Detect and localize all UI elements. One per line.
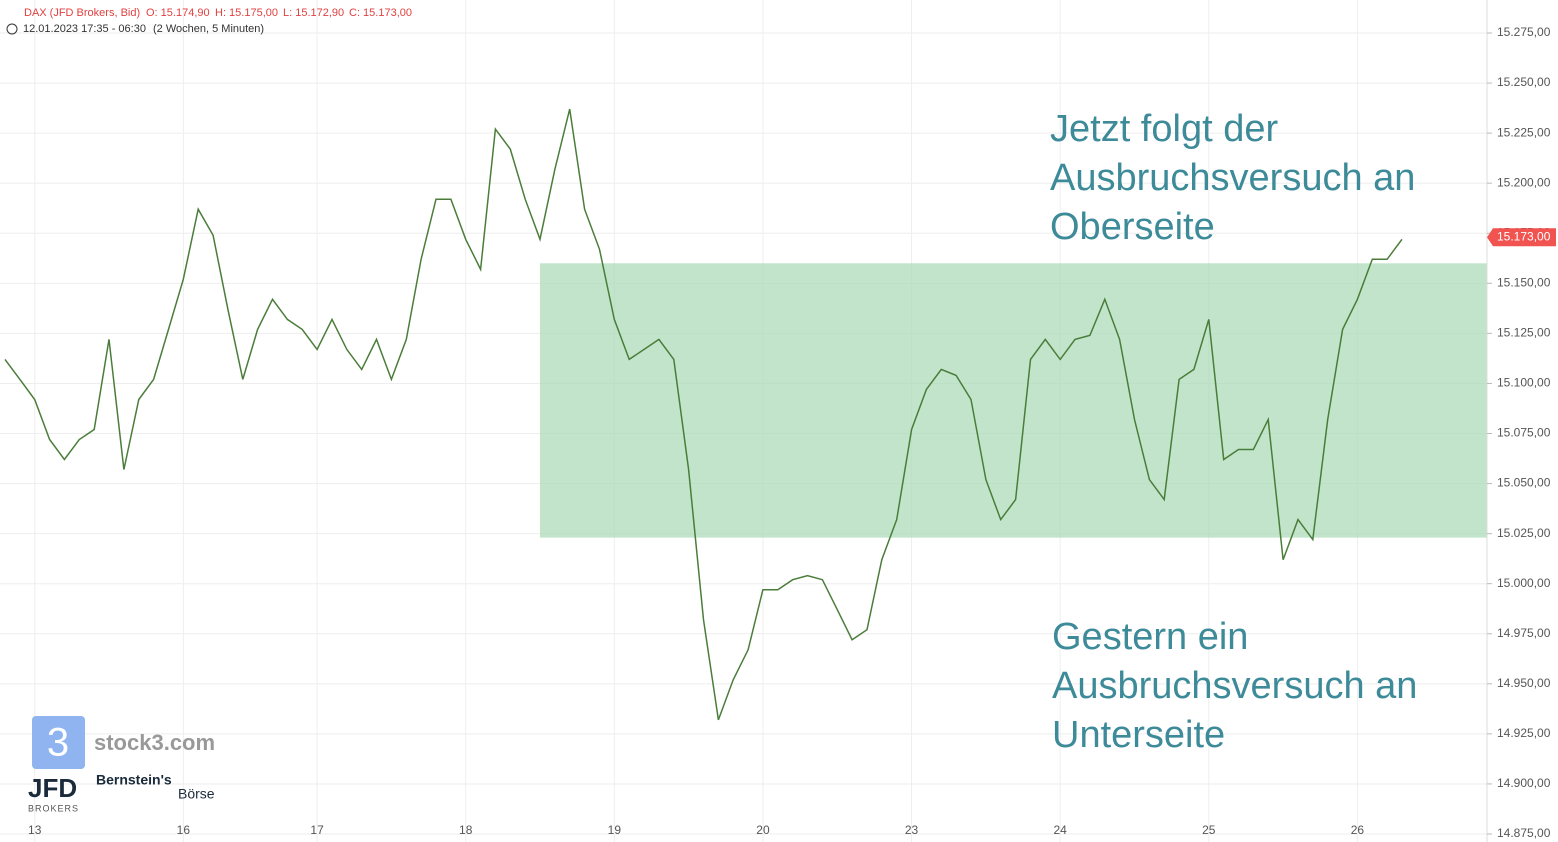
symbol: DAX (JFD Brokers, Bid)	[24, 7, 140, 19]
range: 12.01.2023 17:35 - 06:30	[23, 23, 146, 35]
price-line	[4, 108, 1403, 721]
last-price-label: 15.173,00	[1497, 229, 1551, 243]
x-tick-label: 25	[1202, 823, 1216, 837]
y-tick-label: 15.250,00	[1497, 75, 1551, 89]
stock3-logo: stock3.com	[94, 730, 215, 755]
period: (2 Wochen, 5 Minuten)	[153, 23, 264, 35]
y-tick-label: 15.150,00	[1497, 275, 1551, 289]
annotation: Oberseite	[1050, 206, 1215, 248]
annotation: Unterseite	[1052, 714, 1225, 756]
y-tick-label: 15.100,00	[1497, 376, 1551, 390]
x-tick-label: 13	[28, 823, 42, 837]
annotation: Ausbruchsversuch an	[1052, 665, 1417, 707]
low: L: 15.172,90	[283, 7, 344, 19]
logos: 3 stock3.com JFD BROKERS Bernstein's Bör…	[28, 716, 215, 813]
x-tick-label: 20	[756, 823, 770, 837]
stock3-icon	[32, 716, 85, 769]
clock-icon	[6, 23, 18, 35]
close: C: 15.173,00	[349, 7, 412, 19]
x-tick-label: 16	[177, 823, 191, 837]
y-tick-label: 15.050,00	[1497, 476, 1551, 490]
open: O: 15.174,90	[146, 7, 210, 19]
annotation: Gestern ein	[1052, 616, 1248, 658]
y-tick-label: 14.875,00	[1497, 826, 1551, 840]
zone	[540, 263, 1487, 538]
boerse-logo: Börse	[178, 786, 215, 802]
y-tick-label: 15.000,00	[1497, 576, 1551, 590]
y-tick-label: 15.200,00	[1497, 175, 1551, 189]
plot	[4, 108, 1403, 721]
y-tick-label: 14.975,00	[1497, 626, 1551, 640]
last-price-tag	[1487, 228, 1556, 247]
y-tick-label: 15.125,00	[1497, 326, 1551, 340]
high: H: 15.175,00	[215, 7, 278, 19]
x-tick-label: 17	[310, 823, 324, 837]
x-tick-label: 24	[1054, 823, 1068, 837]
bernstein-logo: Bernstein's	[96, 772, 172, 788]
jfd-sub: BROKERS	[28, 803, 79, 813]
annotation: Jetzt folgt der	[1050, 108, 1278, 150]
annotation: Ausbruchsversuch an	[1050, 157, 1415, 199]
y-tick-label: 15.025,00	[1497, 526, 1551, 540]
x-tick-label: 19	[608, 823, 622, 837]
y-tick-label: 14.900,00	[1497, 776, 1551, 790]
y-tick-label: 15.225,00	[1497, 125, 1551, 139]
y-tick-label: 14.950,00	[1497, 676, 1551, 690]
jfd-logo: JFD	[28, 773, 77, 803]
stock3-icon-digit: 3	[47, 721, 69, 765]
y-tick-label: 15.275,00	[1497, 25, 1551, 39]
x-tick-label: 23	[905, 823, 919, 837]
y-tick-label: 14.925,00	[1497, 726, 1551, 740]
y-tick-label: 15.075,00	[1497, 426, 1551, 440]
x-tick-label: 18	[459, 823, 473, 837]
x-tick-label: 26	[1351, 823, 1365, 837]
